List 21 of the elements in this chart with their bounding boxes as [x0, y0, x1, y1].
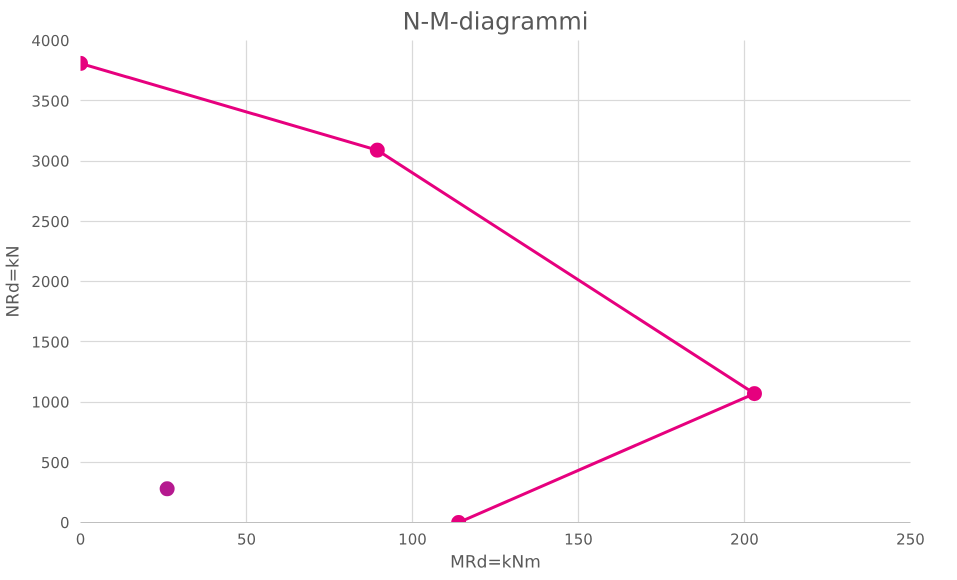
x-tick-label: 50 — [236, 530, 256, 548]
x-tick-label: 200 — [730, 530, 759, 548]
point — [370, 142, 385, 158]
x-tick-label: 250 — [896, 530, 925, 548]
chart-title: N-M-diagrammi — [402, 8, 588, 36]
point — [160, 481, 175, 496]
y-tick-label: 1500 — [31, 333, 70, 352]
x-tick-label: 150 — [564, 530, 593, 548]
y-tick-label: 3500 — [31, 92, 70, 110]
x-tick-label: 100 — [398, 530, 427, 548]
y-tick-label: 2000 — [31, 273, 70, 291]
y-axis-title: NRd=kN — [3, 245, 24, 318]
x-tick-label: 0 — [76, 530, 86, 548]
point — [746, 386, 762, 402]
y-tick-label: 0 — [60, 514, 70, 532]
y-tick-label: 1000 — [31, 394, 70, 412]
x-axis-title: MRd=kNm — [450, 552, 541, 572]
y-tick-label: 4000 — [31, 32, 70, 50]
y-tick-label: 500 — [40, 454, 70, 472]
y-tick-label: 3000 — [31, 152, 70, 170]
y-tick-label: 2500 — [31, 212, 70, 231]
